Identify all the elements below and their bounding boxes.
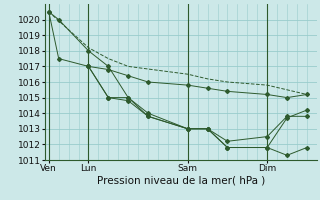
X-axis label: Pression niveau de la mer( hPa ): Pression niveau de la mer( hPa ) [97,176,265,186]
